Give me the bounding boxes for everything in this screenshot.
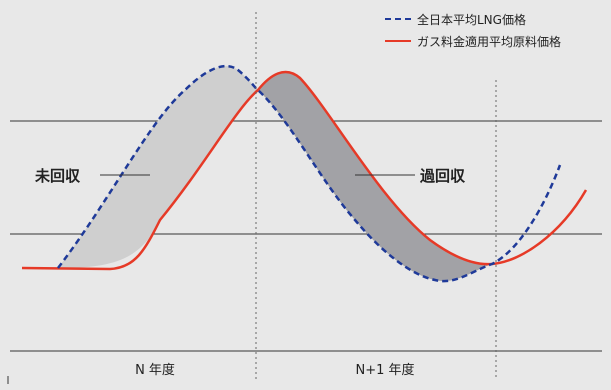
- lng-price-line: [57, 64, 562, 283]
- dashed-line-swatch: [385, 18, 411, 20]
- legend-item-lng: 全日本平均LNG価格: [385, 8, 561, 30]
- legend-label-tariff: ガス料金適用平均原料価格: [417, 34, 562, 49]
- over-recovery-label: 過回収: [420, 167, 466, 185]
- under-recovery-area: [58, 66, 258, 268]
- under-recovery-label: 未回収: [35, 167, 81, 185]
- solid-line-swatch: [385, 40, 411, 42]
- over-recovery-area: [258, 71, 492, 282]
- year-n1-label: N+1 年度: [355, 363, 415, 378]
- legend-item-tariff: ガス料金適用平均原料価格: [385, 30, 561, 52]
- legend: 全日本平均LNG価格 ガス料金適用平均原料価格: [385, 8, 561, 52]
- year-n-label: N 年度: [135, 363, 175, 378]
- legend-label-lng: 全日本平均LNG価格: [417, 12, 526, 27]
